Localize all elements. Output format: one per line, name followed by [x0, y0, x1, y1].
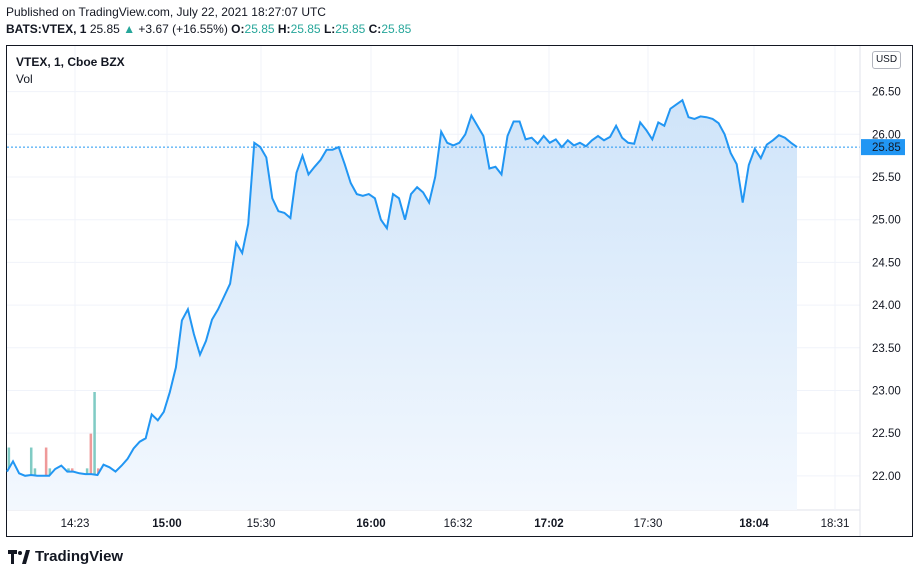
y-tick-label: 26.00	[872, 129, 901, 141]
close-label: C:	[368, 22, 382, 36]
volume-bar	[89, 433, 93, 510]
x-tick-label: 17:02	[534, 518, 563, 530]
last-price-badge	[861, 139, 905, 156]
chart-legend: VTEX, 1, Cboe BZX Vol	[16, 55, 125, 86]
last-price-label: 25.85	[861, 139, 905, 156]
volume-bar	[93, 392, 96, 510]
high-label: H:	[277, 22, 291, 36]
x-tick-label: 14:23	[61, 518, 90, 530]
published-caption: Published on TradingView.com, July 22, 2…	[6, 5, 326, 19]
price-area-fill	[7, 100, 797, 510]
x-tick-label: 15:30	[247, 518, 276, 530]
quote-line: BATS:VTEX, 1 25.85 ▲ +3.67 (+16.55%) O:2…	[6, 22, 411, 36]
x-tick-label: 17:30	[634, 518, 663, 530]
open-label: O:	[231, 22, 245, 36]
high-value: 25.85	[290, 22, 321, 36]
x-tick-label: 18:31	[821, 518, 850, 530]
low-label: L:	[323, 22, 336, 36]
y-tick-label: 26.50	[872, 87, 901, 99]
x-tick-label: 16:00	[356, 518, 385, 530]
symbol-text: BATS:VTEX, 1	[6, 22, 87, 36]
legend-title: VTEX, 1, Cboe BZX	[16, 55, 125, 69]
y-tick-label: 22.50	[872, 428, 901, 440]
price-line	[6, 98, 798, 477]
last-price-value: 25.85	[872, 142, 901, 154]
y-tick-label: 23.50	[872, 343, 901, 355]
open-value: 25.85	[244, 22, 275, 36]
time-axis[interactable]: 14:23 15:00 15:30 16:00 16:32 17:02 17:30 18:04…	[61, 518, 850, 530]
y-tick-label: 23.00	[872, 385, 901, 397]
change-text: +3.67 (+16.55%)	[138, 22, 228, 36]
up-arrow-icon: ▲	[123, 22, 136, 36]
footer-brand: TradingView	[35, 548, 124, 565]
y-tick-label: 24.50	[872, 257, 901, 269]
tradingview-logo[interactable]: TradingView	[8, 548, 123, 565]
y-tick-label: 22.00	[872, 471, 901, 483]
x-tick-label: 15:00	[152, 518, 181, 530]
low-value: 25.85	[335, 22, 366, 36]
y-tick-label: 25.50	[872, 172, 901, 184]
y-tick-label: 25.00	[872, 215, 901, 227]
price-axis[interactable]: 22.00 22.50 23.00 23.50 24.00 24.50 25.00 25.50…	[859, 46, 901, 536]
tradingview-logo-icon	[8, 549, 30, 564]
x-tick-label: 16:32	[444, 518, 473, 530]
last-price: 25.85	[89, 22, 120, 36]
legend-volume-label: Vol	[16, 72, 33, 86]
currency-button[interactable]: USD	[872, 51, 901, 69]
close-value: 25.85	[381, 22, 412, 36]
y-tick-label: 24.00	[872, 300, 901, 312]
x-tick-label: 18:04	[739, 518, 769, 530]
